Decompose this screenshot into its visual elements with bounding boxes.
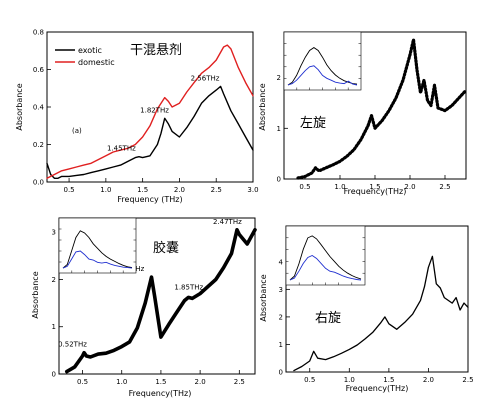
x-tick-label: 0.5 <box>64 186 75 194</box>
inset-line-black <box>287 47 358 86</box>
series-line-exotic <box>46 85 254 179</box>
x-axis-label: Frequency(THz) <box>344 187 407 196</box>
panel-title: 干混悬剂 <box>130 43 182 58</box>
x-tick-label: 1.5 <box>369 183 380 191</box>
y-tick-label: 0.6 <box>33 66 45 74</box>
inset-ticks <box>286 237 365 285</box>
y-tick-label: 4 <box>279 258 284 266</box>
y-axis-label: Absorbance <box>15 83 24 130</box>
y-tick-label: 1 <box>277 125 281 133</box>
series-line <box>296 38 468 180</box>
series-line-domestic <box>46 44 254 179</box>
plot-frame <box>285 225 469 373</box>
legend: exotic domestic <box>55 46 115 67</box>
series-lines <box>65 228 257 374</box>
peak-annotation: 0.52THz <box>58 341 87 349</box>
peak-annotation: 2.56THz <box>191 74 220 82</box>
y-axis-label: Absorbance <box>31 271 40 318</box>
panel-dry-suspension: 0.5 1.0 1.5 2.0 2.5 3.0 0.0 0.2 0.4 0.6 0.8 1.45TH… <box>15 29 259 205</box>
y-tick-label: 3 <box>279 286 283 294</box>
plot-frame <box>58 217 256 375</box>
y-tick-label: 0.2 <box>33 141 44 149</box>
inset-ticks <box>284 43 361 90</box>
inset-lines <box>289 235 362 281</box>
inset-plot <box>58 217 137 274</box>
x-tick-label: 2.5 <box>234 378 245 386</box>
y-tick-label: 1 <box>279 341 283 349</box>
x-tick-label: 2.0 <box>423 376 434 384</box>
x-tick-label: 2.5 <box>439 183 450 191</box>
inset-frame <box>58 217 137 274</box>
peak-annotation: 1.85THz <box>174 283 203 291</box>
x-tick-label: 2.5 <box>462 376 473 384</box>
y-tick-label: 3 <box>52 229 56 237</box>
y-tick-label: 0.0 <box>33 179 44 187</box>
peak-annotation: 1.82THz <box>140 106 169 114</box>
x-tick-label: 2.0 <box>195 378 206 386</box>
panel-levo: 0.5 1.0 1.5 2.0 2.5 0 1 2 Absorbance Frequency(… <box>258 31 468 196</box>
inset-line-blue <box>289 254 362 281</box>
inset-lines <box>62 230 133 269</box>
inset-plot <box>283 31 362 91</box>
x-tick-label: 2.0 <box>174 186 185 194</box>
axis-ticks: 0.5 1.0 1.5 2.0 2.5 3.0 0.0 0.2 0.4 0.6 0.8 <box>33 29 259 195</box>
x-axis-label: Frequency(THz) <box>129 389 192 398</box>
x-tick-label: 1.0 <box>334 183 345 191</box>
axis-ticks: 0.5 1.0 1.5 2.0 2.5 0 1 2 3 <box>52 229 245 386</box>
y-tick-label: 1 <box>52 323 56 331</box>
axis-ticks: 0.5 1.0 1.5 2.0 2.5 0 1 2 <box>277 74 451 191</box>
inset-ticks <box>59 228 136 273</box>
inset-line-blue <box>62 250 133 269</box>
panel-title: 右旋 <box>315 311 341 326</box>
peak-annotation: 2.47THz <box>213 218 242 226</box>
legend-label-exotic: exotic <box>78 46 102 55</box>
y-tick-label: 2 <box>277 74 281 82</box>
x-tick-label: 1.0 <box>100 186 111 194</box>
series-lines <box>293 255 469 372</box>
series-line <box>65 228 257 374</box>
panel-subtitle: (a) <box>72 127 82 135</box>
series-line <box>293 255 469 372</box>
panel-dextro: 0.5 1.0 1.5 2.0 2.5 0 1 2 3 4 Absorbance Frequenc… <box>259 225 474 393</box>
inset-lines <box>287 47 358 86</box>
x-tick-label: 1.5 <box>155 378 166 386</box>
inset-line-black <box>289 235 362 281</box>
x-tick-label: 1.0 <box>116 378 127 386</box>
peak-annotation: 1.45THz <box>107 145 136 153</box>
x-tick-label: 0.5 <box>299 183 310 191</box>
y-tick-label: 2 <box>279 313 283 321</box>
x-tick-label: 2.0 <box>404 183 415 191</box>
x-tick-label: 2.5 <box>211 186 222 194</box>
legend-label-domestic: domestic <box>78 58 115 67</box>
x-tick-label: 1.0 <box>344 376 355 384</box>
y-tick-label: 0 <box>279 369 283 377</box>
series-lines <box>46 44 254 179</box>
y-axis-label: Absorbance <box>259 274 268 321</box>
panel-title: 胶囊 <box>153 240 179 256</box>
x-tick-label: 1.5 <box>137 186 148 194</box>
axis-ticks: 0.5 1.0 1.5 2.0 2.5 0 1 2 3 4 <box>279 258 474 384</box>
x-tick-label: 1.5 <box>383 376 394 384</box>
y-tick-label: 0.8 <box>33 29 44 37</box>
x-axis-label: Frequency (THz) <box>117 195 182 204</box>
y-tick-label: 0.4 <box>33 104 45 112</box>
series-lines <box>296 38 468 180</box>
x-tick-label: 3.0 <box>247 186 258 194</box>
y-tick-label: 0 <box>52 371 56 379</box>
y-axis-label: Absorbance <box>258 83 267 130</box>
y-tick-label: 2 <box>52 276 56 284</box>
annotations: 1.45THz 1.82THz 2.56THz <box>107 74 220 152</box>
panel-title: 左旋 <box>300 116 326 131</box>
inset-line-blue <box>287 65 358 86</box>
y-tick-label: 0 <box>277 176 281 184</box>
x-tick-label: 0.5 <box>77 378 88 386</box>
inset-plot <box>285 225 366 286</box>
x-axis-label: Frequency(THz) <box>346 384 409 393</box>
inset-line-black <box>62 230 133 269</box>
x-tick-label: 0.5 <box>304 376 315 384</box>
